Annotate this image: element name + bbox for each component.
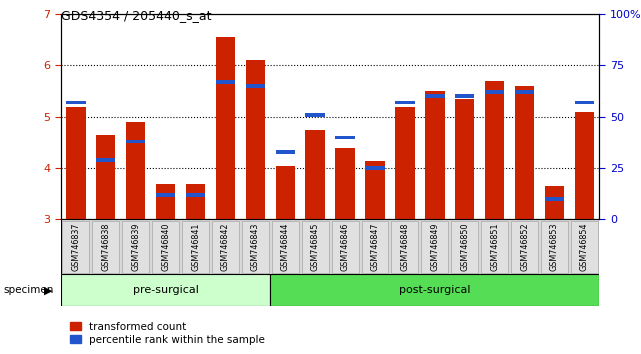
Bar xyxy=(575,112,594,219)
FancyBboxPatch shape xyxy=(92,221,119,273)
FancyBboxPatch shape xyxy=(62,221,89,273)
Bar xyxy=(246,84,265,88)
Text: GSM746845: GSM746845 xyxy=(311,222,320,271)
Text: GSM746843: GSM746843 xyxy=(251,222,260,270)
Bar xyxy=(545,186,564,219)
Bar xyxy=(215,37,235,219)
Bar xyxy=(156,193,176,196)
Text: GSM746841: GSM746841 xyxy=(191,222,200,270)
FancyBboxPatch shape xyxy=(242,221,269,273)
Bar xyxy=(485,81,504,219)
Bar xyxy=(215,80,235,84)
Bar xyxy=(395,101,415,104)
Text: GSM746847: GSM746847 xyxy=(370,222,379,271)
Bar xyxy=(66,101,86,104)
Bar xyxy=(276,150,295,154)
Bar xyxy=(96,158,115,162)
Legend: transformed count, percentile rank within the sample: transformed count, percentile rank withi… xyxy=(66,317,269,349)
FancyBboxPatch shape xyxy=(272,221,299,273)
Bar xyxy=(395,107,415,219)
Text: GSM746853: GSM746853 xyxy=(550,222,559,271)
Bar xyxy=(61,274,271,306)
Text: ▶: ▶ xyxy=(44,285,52,295)
FancyBboxPatch shape xyxy=(541,221,568,273)
FancyBboxPatch shape xyxy=(362,221,388,273)
FancyBboxPatch shape xyxy=(331,221,358,273)
Bar xyxy=(126,122,146,219)
Bar xyxy=(515,86,535,219)
FancyBboxPatch shape xyxy=(122,221,149,273)
Bar xyxy=(545,197,564,201)
Bar xyxy=(425,91,445,219)
FancyBboxPatch shape xyxy=(451,221,478,273)
Text: GSM746849: GSM746849 xyxy=(430,222,439,271)
FancyBboxPatch shape xyxy=(152,221,179,273)
FancyBboxPatch shape xyxy=(421,221,448,273)
Bar xyxy=(455,95,474,98)
Bar xyxy=(126,140,146,143)
Text: GSM746846: GSM746846 xyxy=(340,222,349,270)
Text: GSM746840: GSM746840 xyxy=(161,222,170,270)
Text: GSM746837: GSM746837 xyxy=(71,222,80,271)
Bar xyxy=(485,90,504,94)
FancyBboxPatch shape xyxy=(511,221,538,273)
FancyBboxPatch shape xyxy=(212,221,239,273)
Text: GSM746848: GSM746848 xyxy=(401,222,410,270)
Text: post-surgical: post-surgical xyxy=(399,285,470,295)
Bar xyxy=(365,161,385,219)
Text: GSM746851: GSM746851 xyxy=(490,222,499,271)
Bar xyxy=(156,183,176,219)
FancyBboxPatch shape xyxy=(182,221,209,273)
Bar xyxy=(335,136,355,139)
Bar xyxy=(455,99,474,219)
Text: specimen: specimen xyxy=(3,285,54,295)
Bar xyxy=(186,183,205,219)
Bar xyxy=(515,90,535,94)
Bar xyxy=(271,274,599,306)
Bar xyxy=(66,107,86,219)
Bar xyxy=(335,148,355,219)
Text: GSM746842: GSM746842 xyxy=(221,222,230,271)
Text: GSM746838: GSM746838 xyxy=(101,222,110,270)
Bar xyxy=(575,101,594,104)
Text: GSM746854: GSM746854 xyxy=(580,222,589,271)
FancyBboxPatch shape xyxy=(481,221,508,273)
Bar xyxy=(186,193,205,196)
Text: pre-surgical: pre-surgical xyxy=(133,285,199,295)
Text: GDS4354 / 205440_s_at: GDS4354 / 205440_s_at xyxy=(61,9,212,22)
Text: GSM746844: GSM746844 xyxy=(281,222,290,270)
Bar xyxy=(306,130,325,219)
Bar xyxy=(246,61,265,219)
Bar xyxy=(96,135,115,219)
Text: GSM746839: GSM746839 xyxy=(131,222,140,271)
Bar xyxy=(425,95,445,98)
FancyBboxPatch shape xyxy=(392,221,419,273)
Bar xyxy=(276,166,295,219)
Bar xyxy=(306,113,325,116)
Bar xyxy=(365,166,385,170)
FancyBboxPatch shape xyxy=(571,221,598,273)
Text: GSM746850: GSM746850 xyxy=(460,222,469,271)
Text: GSM746852: GSM746852 xyxy=(520,222,529,271)
FancyBboxPatch shape xyxy=(302,221,329,273)
